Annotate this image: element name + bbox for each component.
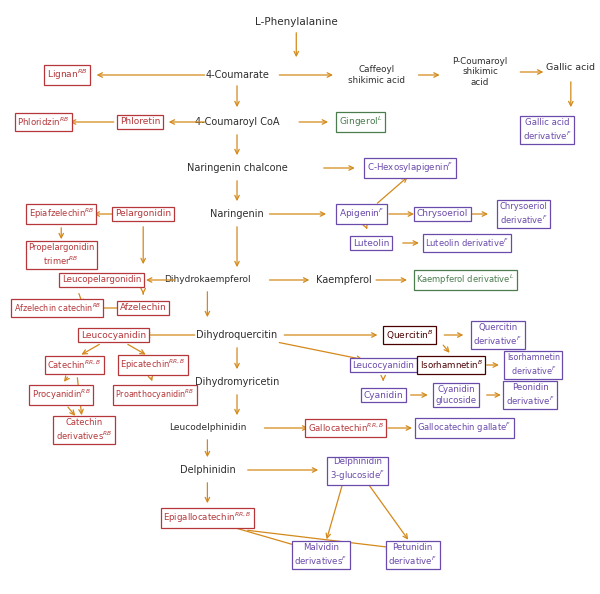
- Text: Pelargonidin: Pelargonidin: [115, 210, 171, 219]
- Text: Gallocatechin$^{RR,B}$: Gallocatechin$^{RR,B}$: [308, 422, 384, 434]
- Text: Luteolin: Luteolin: [353, 239, 389, 248]
- Text: Gallic acid: Gallic acid: [547, 64, 595, 72]
- Text: Caffeoyl
shikimic acid: Caffeoyl shikimic acid: [348, 65, 405, 85]
- Text: Chrysoeriol
derivative$^{F}$: Chrysoeriol derivative$^{F}$: [499, 203, 547, 226]
- Text: Kaempferol derivative$^{L}$: Kaempferol derivative$^{L}$: [416, 273, 514, 287]
- Text: Delphinidin: Delphinidin: [179, 465, 235, 475]
- Text: Epiafzelechin$^{RB}$: Epiafzelechin$^{RB}$: [29, 207, 94, 221]
- Text: Delphinidin
3-glucoside$^{F}$: Delphinidin 3-glucoside$^{F}$: [330, 457, 385, 483]
- Text: Malvidin
derivatives$^{F}$: Malvidin derivatives$^{F}$: [294, 544, 347, 567]
- Text: Naringenin chalcone: Naringenin chalcone: [187, 163, 287, 173]
- Text: Isorhamnetin$^{B}$: Isorhamnetin$^{B}$: [420, 359, 483, 371]
- Text: Apigenin$^{F}$: Apigenin$^{F}$: [339, 207, 384, 221]
- Text: Gingerol$^{L}$: Gingerol$^{L}$: [339, 115, 382, 129]
- Text: 4-Coumarate: 4-Coumarate: [205, 70, 269, 80]
- Text: 4-Coumaroyl CoA: 4-Coumaroyl CoA: [195, 117, 279, 127]
- Text: Peonidin
derivative$^{F}$: Peonidin derivative$^{F}$: [506, 383, 555, 407]
- Text: Dihydrokaempferol: Dihydrokaempferol: [164, 276, 251, 285]
- Text: Cyanidin: Cyanidin: [364, 390, 403, 400]
- Text: Epigallocatechin$^{RR,B}$: Epigallocatechin$^{RR,B}$: [163, 511, 251, 525]
- Text: L-Phenylalanine: L-Phenylalanine: [255, 17, 338, 27]
- Text: Gallic acid
derivative$^{F}$: Gallic acid derivative$^{F}$: [523, 118, 572, 142]
- Text: Petunidin
derivative$^{F}$: Petunidin derivative$^{F}$: [388, 544, 437, 567]
- Text: Procyanidin$^{RB}$: Procyanidin$^{RB}$: [32, 388, 91, 402]
- Text: Leucocyanidin: Leucocyanidin: [81, 330, 146, 340]
- Text: Cyanidin
glucoside: Cyanidin glucoside: [436, 386, 477, 405]
- Text: Isorhamnetin
derivative$^{F}$: Isorhamnetin derivative$^{F}$: [507, 353, 560, 377]
- Text: Leucodelphinidin: Leucodelphinidin: [169, 424, 246, 432]
- Text: Luteolin derivative$^{F}$: Luteolin derivative$^{F}$: [425, 237, 509, 249]
- Text: Kaempferol: Kaempferol: [316, 275, 371, 285]
- Text: C-Hexosylapigenin$^{F}$: C-Hexosylapigenin$^{F}$: [367, 161, 453, 175]
- Text: Epicatechin$^{RR,B}$: Epicatechin$^{RR,B}$: [120, 358, 186, 372]
- Text: Chrysoeriol: Chrysoeriol: [417, 210, 468, 219]
- Text: P-Coumaroyl
shikimic
acid: P-Coumaroyl shikimic acid: [452, 57, 508, 87]
- Text: Afzelechin catechin$^{RB}$: Afzelechin catechin$^{RB}$: [14, 302, 101, 314]
- Text: Propelargonidin
trimer$^{RB}$: Propelargonidin trimer$^{RB}$: [28, 244, 94, 267]
- Text: Lignan$^{RB}$: Lignan$^{RB}$: [47, 68, 88, 82]
- Text: Naringenin: Naringenin: [210, 209, 264, 219]
- Text: Quercitin$^{B}$: Quercitin$^{B}$: [386, 328, 433, 342]
- Text: Catechin$^{RR,B}$: Catechin$^{RR,B}$: [47, 359, 101, 371]
- Text: Dihydroquercitin: Dihydroquercitin: [196, 330, 278, 340]
- Text: Phloridzin$^{RB}$: Phloridzin$^{RB}$: [17, 116, 70, 128]
- Text: Leucocyanidin: Leucocyanidin: [352, 361, 414, 369]
- Text: Catechin
derivatives$^{RB}$: Catechin derivatives$^{RB}$: [56, 418, 112, 442]
- Text: Proanthocyanidin$^{RB}$: Proanthocyanidin$^{RB}$: [115, 388, 194, 402]
- Text: Quercitin
derivative$^{F}$: Quercitin derivative$^{F}$: [473, 323, 522, 347]
- Text: Leucopelargonidin: Leucopelargonidin: [62, 276, 142, 285]
- Text: Phloretin: Phloretin: [120, 118, 160, 127]
- Text: Gallocatechin gallate$^{F}$: Gallocatechin gallate$^{F}$: [417, 421, 511, 435]
- Text: Dihydromyricetin: Dihydromyricetin: [195, 377, 279, 387]
- Text: Afzelechin: Afzelechin: [120, 304, 167, 312]
